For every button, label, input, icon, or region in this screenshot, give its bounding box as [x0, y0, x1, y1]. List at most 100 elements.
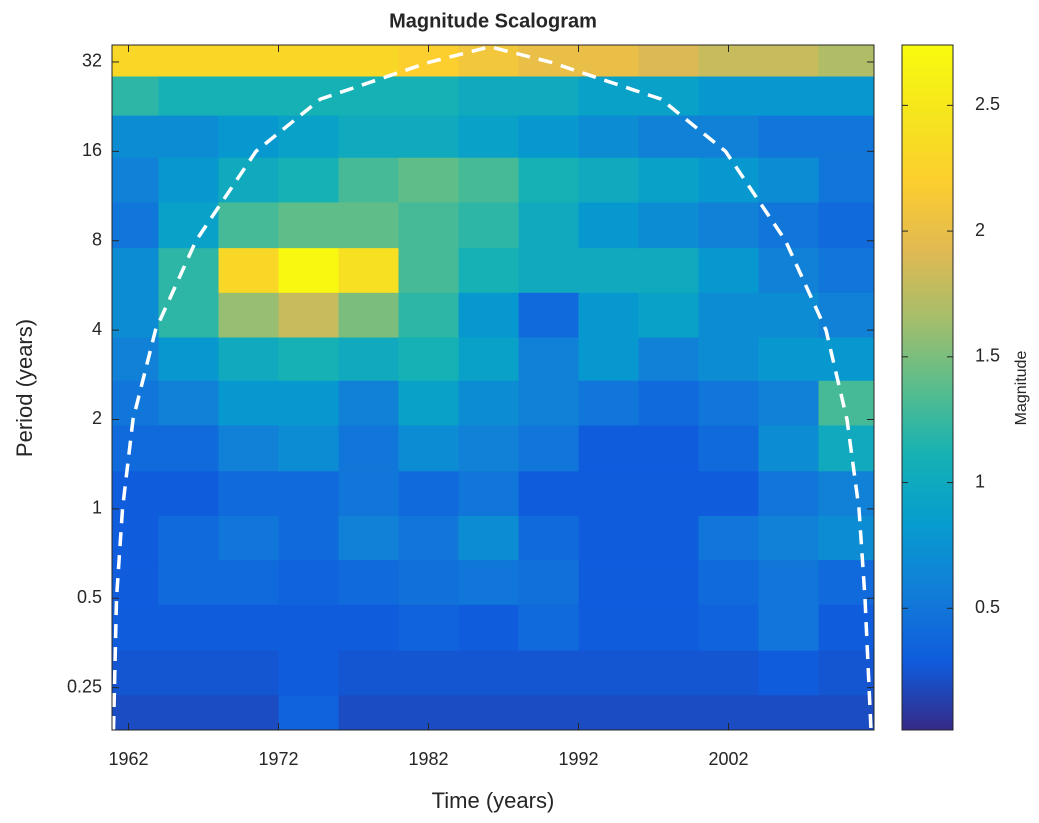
heat-cell	[638, 336, 700, 381]
heat-cell	[218, 559, 280, 605]
heat-cell	[112, 470, 160, 516]
heat-cell	[458, 650, 520, 696]
heat-cell	[578, 424, 640, 472]
heat-cell	[338, 292, 400, 338]
y-tick-label: 0.5	[77, 587, 102, 607]
x-axis-label: Time (years)	[432, 788, 555, 813]
heat-cell	[398, 75, 460, 116]
heat-cell	[218, 75, 280, 116]
heat-cell	[398, 380, 460, 426]
heat-cell	[578, 604, 640, 651]
heat-cell	[638, 650, 700, 696]
heat-cell	[112, 694, 160, 730]
heat-cell	[758, 424, 820, 472]
heat-cell	[638, 157, 700, 203]
heat-cell	[518, 515, 580, 561]
heat-cell	[638, 470, 700, 516]
x-tick-label: 1972	[258, 749, 298, 769]
heat-cell	[458, 559, 520, 605]
heat-cell	[518, 470, 580, 516]
heat-cell	[218, 650, 280, 696]
heat-cell	[278, 694, 340, 730]
heat-cell	[758, 201, 820, 249]
heat-cell	[112, 336, 160, 381]
heat-cell	[698, 336, 760, 381]
heat-cell	[218, 45, 280, 77]
heat-cell	[578, 380, 640, 426]
heat-cell	[458, 424, 520, 472]
y-tick-label: 32	[82, 51, 102, 71]
heat-cell	[518, 247, 580, 293]
heat-cell	[218, 201, 280, 249]
heat-cell	[758, 515, 820, 561]
heat-cell	[578, 292, 640, 338]
heat-cell	[818, 75, 874, 116]
y-tick-label: 1	[92, 498, 102, 518]
heat-cell	[698, 75, 760, 116]
heat-cell	[518, 424, 580, 472]
colorbar-label: Magnitude	[1013, 351, 1030, 426]
heat-cell	[698, 45, 760, 77]
heat-cell	[638, 292, 700, 338]
heat-cell	[578, 470, 640, 516]
heat-cell	[578, 559, 640, 605]
heat-cell	[818, 336, 874, 381]
heat-cell	[112, 201, 160, 249]
heat-cell	[638, 559, 700, 605]
heat-cell	[338, 247, 400, 293]
heat-cell	[758, 114, 820, 158]
heat-cell	[698, 470, 760, 516]
heat-cell	[112, 650, 160, 696]
heat-cell	[398, 292, 460, 338]
heat-cell	[578, 694, 640, 730]
heat-cell	[518, 336, 580, 381]
heat-cell	[158, 424, 220, 472]
heat-cell	[158, 604, 220, 651]
y-tick-label: 0.25	[67, 676, 102, 696]
heat-cell	[158, 515, 220, 561]
y-tick-label: 4	[92, 319, 102, 339]
heat-cell	[818, 559, 874, 605]
heat-cell	[638, 75, 700, 116]
heat-cell	[518, 292, 580, 338]
x-tick-label: 2002	[708, 749, 748, 769]
heat-cell	[758, 559, 820, 605]
heat-cell	[398, 559, 460, 605]
heat-cell	[578, 157, 640, 203]
heat-cell	[112, 424, 160, 472]
heat-cell	[158, 114, 220, 158]
heat-cell	[578, 201, 640, 249]
heat-cell	[112, 114, 160, 158]
heat-cell	[458, 470, 520, 516]
heat-cell	[278, 470, 340, 516]
heat-cell	[758, 694, 820, 730]
heat-cell	[698, 424, 760, 472]
heat-cell	[218, 380, 280, 426]
heat-cell	[338, 424, 400, 472]
heat-cell	[158, 650, 220, 696]
heat-cell	[818, 694, 874, 730]
x-tick-label: 1982	[408, 749, 448, 769]
heat-cell	[338, 515, 400, 561]
heat-cell	[458, 114, 520, 158]
heat-cell	[518, 114, 580, 158]
heat-cell	[458, 45, 520, 77]
heat-cell	[458, 75, 520, 116]
colorbar-tick-label: 2.5	[975, 94, 1000, 114]
heat-cell	[112, 157, 160, 203]
heat-cell	[758, 650, 820, 696]
heat-cell	[338, 157, 400, 203]
heat-cell	[338, 694, 400, 730]
heat-cell	[158, 336, 220, 381]
heat-cell	[578, 336, 640, 381]
heat-cell	[112, 75, 160, 116]
heat-cell	[578, 114, 640, 158]
heat-cell	[278, 515, 340, 561]
heat-cell	[158, 470, 220, 516]
heat-cell	[518, 157, 580, 203]
heat-cell	[278, 424, 340, 472]
y-axis-label: Period (years)	[12, 319, 37, 457]
heat-cell	[818, 470, 874, 516]
heat-cell	[458, 247, 520, 293]
heat-cell	[338, 201, 400, 249]
